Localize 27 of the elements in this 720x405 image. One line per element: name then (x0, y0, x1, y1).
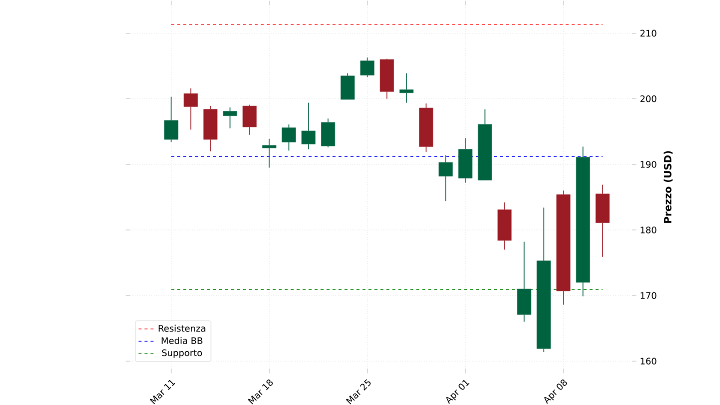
x-tick-label: Mar 11 (150, 380, 176, 404)
candlestick (301, 102, 316, 150)
y-tick-label: 190 (640, 160, 656, 168)
candlestick (262, 138, 276, 168)
candlestick (282, 124, 296, 151)
x-tick-label: Mar 18 (248, 379, 273, 404)
candlestick (360, 57, 374, 78)
y-tick-label: 210 (640, 30, 656, 37)
y-tick-label: 180 (640, 226, 656, 234)
x-tick-label: Apr 01 (446, 380, 470, 404)
legend-label: Supporto (162, 349, 202, 358)
y-axis-title: Prezzo (USD) (664, 151, 673, 223)
legend-label: Resistenza (158, 324, 206, 332)
candlestick (438, 154, 453, 202)
candlestick (164, 96, 178, 142)
y-tick-label: 170 (640, 292, 656, 299)
x-tick-label: Apr 08 (544, 380, 567, 404)
y-tick-label: 200 (640, 95, 656, 102)
legend-label: Media BB (162, 337, 202, 344)
candlestick (222, 106, 238, 129)
candlestick (320, 118, 336, 148)
x-tick-label: Mar 25 (346, 379, 371, 404)
candlestick (242, 104, 257, 136)
candlestick (340, 72, 355, 100)
candlestick (184, 88, 198, 130)
y-tick-label: 160 (640, 358, 656, 365)
candlestick (399, 72, 414, 104)
